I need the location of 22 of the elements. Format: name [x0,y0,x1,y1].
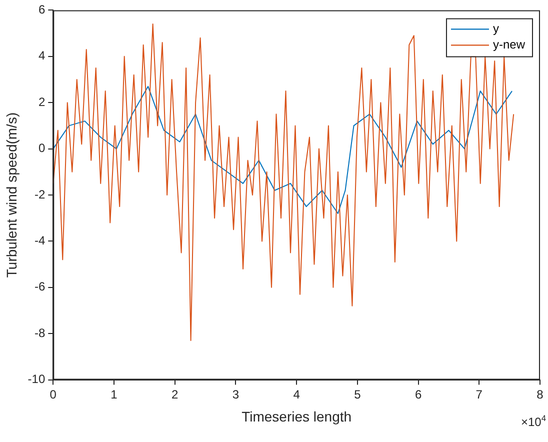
x-axis-title: Timeseries length [242,408,352,424]
y-axis-title: Turbulent wind speed(m/s) [3,112,20,278]
y-tick-label: 2 [38,94,46,109]
x-tick-label: 5 [354,387,362,402]
y-tick-label: -8 [34,326,46,340]
legend-label: y [492,22,499,36]
y-tick-label: 4 [38,48,46,63]
y-tick-label: -4 [34,234,46,248]
x-tick-label: 1 [110,387,118,402]
x-tick-label: 4 [293,387,300,402]
x-tick-label: 8 [536,387,544,402]
x-tick-label: 0 [50,387,57,402]
legend-label: y-new [492,38,526,52]
y-tick-label: 6 [38,2,46,17]
y-tick-label: -10 [28,372,46,386]
x-tick-label: 6 [414,387,422,402]
y-tick-label: -6 [34,280,46,294]
y-tick-label: -2 [34,187,46,202]
x-tick-label: 7 [476,387,483,402]
y-tick-label: 0 [38,141,46,156]
x-tick-label: 3 [232,387,240,402]
x-tick-label: 2 [172,387,179,402]
